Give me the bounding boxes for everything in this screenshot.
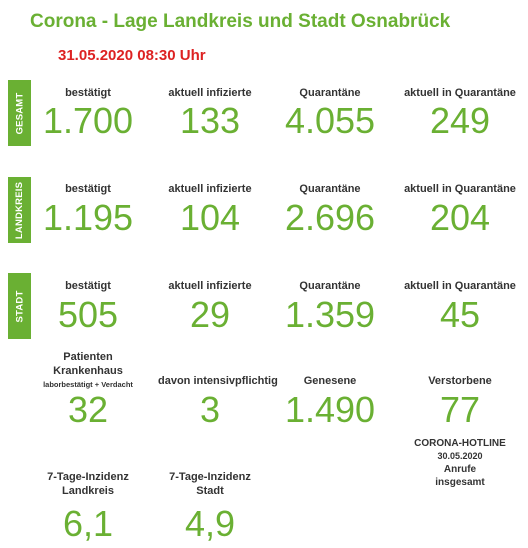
confirmed-value: 1.195: [42, 197, 134, 238]
city-incidence-value: 4,9: [184, 503, 236, 544]
deaths-value: 77: [439, 389, 481, 430]
district-incidence-label: 7-Tage-Inzidenz Landkreis: [38, 470, 138, 498]
hotline-label-line2: insgesamt: [435, 477, 485, 488]
active-infected-value: 104: [179, 197, 241, 238]
quarantine-value: 1.359: [284, 294, 376, 335]
hotline-block: CORONA-HOTLINE 30.05.2020 Anrufe insgesa…: [398, 437, 522, 489]
confirmed-value: 505: [57, 294, 119, 335]
active-quarantine-value: 204: [429, 197, 491, 238]
district-incidence-value: 6,1: [62, 503, 114, 544]
hospital-value: 32: [67, 389, 109, 430]
active-infected-label: aktuell infizierte: [168, 280, 252, 292]
hospital-label-line2: Krankenhaus: [53, 365, 123, 377]
recovered-value: 1.490: [284, 389, 376, 430]
quarantine-label: Quarantäne: [299, 87, 361, 99]
hotline-title: CORONA-HOTLINE: [414, 438, 506, 449]
active-quarantine-value: 45: [439, 294, 481, 335]
quarantine-label: Quarantäne: [299, 183, 361, 195]
active-infected-label: aktuell infizierte: [168, 183, 252, 195]
quarantine-value: 2.696: [284, 197, 376, 238]
quarantine-value: 4.055: [284, 100, 376, 141]
confirmed-label: bestätigt: [65, 280, 111, 292]
active-quarantine-value: 249: [429, 100, 491, 141]
hospital-label: Patienten Krankenhaus laborbestätigt + V…: [38, 350, 138, 392]
report-date: 31.05.2020 08:30 Uhr: [58, 47, 206, 64]
section-tag-label: LANDKREIS: [14, 181, 25, 239]
section-tag-landkreis: LANDKREIS: [8, 177, 31, 243]
section-tag-stadt: STADT: [8, 273, 31, 339]
quarantine-label: Quarantäne: [299, 280, 361, 292]
city-incidence-label-line1: 7-Tage-Inzidenz: [169, 471, 251, 483]
district-incidence-label-line2: Landkreis: [62, 485, 114, 497]
active-quarantine-label: aktuell in Quarantäne: [404, 183, 516, 195]
page-title: Corona - Lage Landkreis und Stadt Osnabr…: [30, 11, 451, 32]
city-incidence-label: 7-Tage-Inzidenz Stadt: [158, 470, 262, 498]
confirmed-label: bestätigt: [65, 183, 111, 195]
hospital-label-line1: Patienten: [63, 351, 113, 363]
active-infected-label: aktuell infizierte: [168, 87, 252, 99]
city-incidence-label-line2: Stadt: [196, 485, 224, 497]
icu-label: davon intensivpflichtig: [158, 375, 278, 387]
confirmed-value: 1.700: [42, 100, 134, 141]
active-quarantine-label: aktuell in Quarantäne: [404, 87, 516, 99]
district-incidence-label-line1: 7-Tage-Inzidenz: [47, 471, 129, 483]
deaths-label: Verstorbene: [428, 375, 492, 387]
icu-value: 3: [199, 389, 221, 430]
confirmed-label: bestätigt: [65, 87, 111, 99]
hotline-date: 30.05.2020: [437, 451, 483, 461]
hotline-label-line1: Anrufe: [443, 464, 477, 475]
active-infected-value: 133: [179, 100, 241, 141]
recovered-label: Genesene: [303, 375, 357, 387]
section-tag-gesamt: GESAMT: [8, 80, 31, 146]
section-tag-label: STADT: [14, 290, 25, 322]
active-quarantine-label: aktuell in Quarantäne: [404, 280, 516, 292]
hospital-note: laborbestätigt + Verdacht: [43, 380, 133, 389]
section-tag-label: GESAMT: [14, 92, 25, 134]
active-infected-value: 29: [189, 294, 231, 335]
